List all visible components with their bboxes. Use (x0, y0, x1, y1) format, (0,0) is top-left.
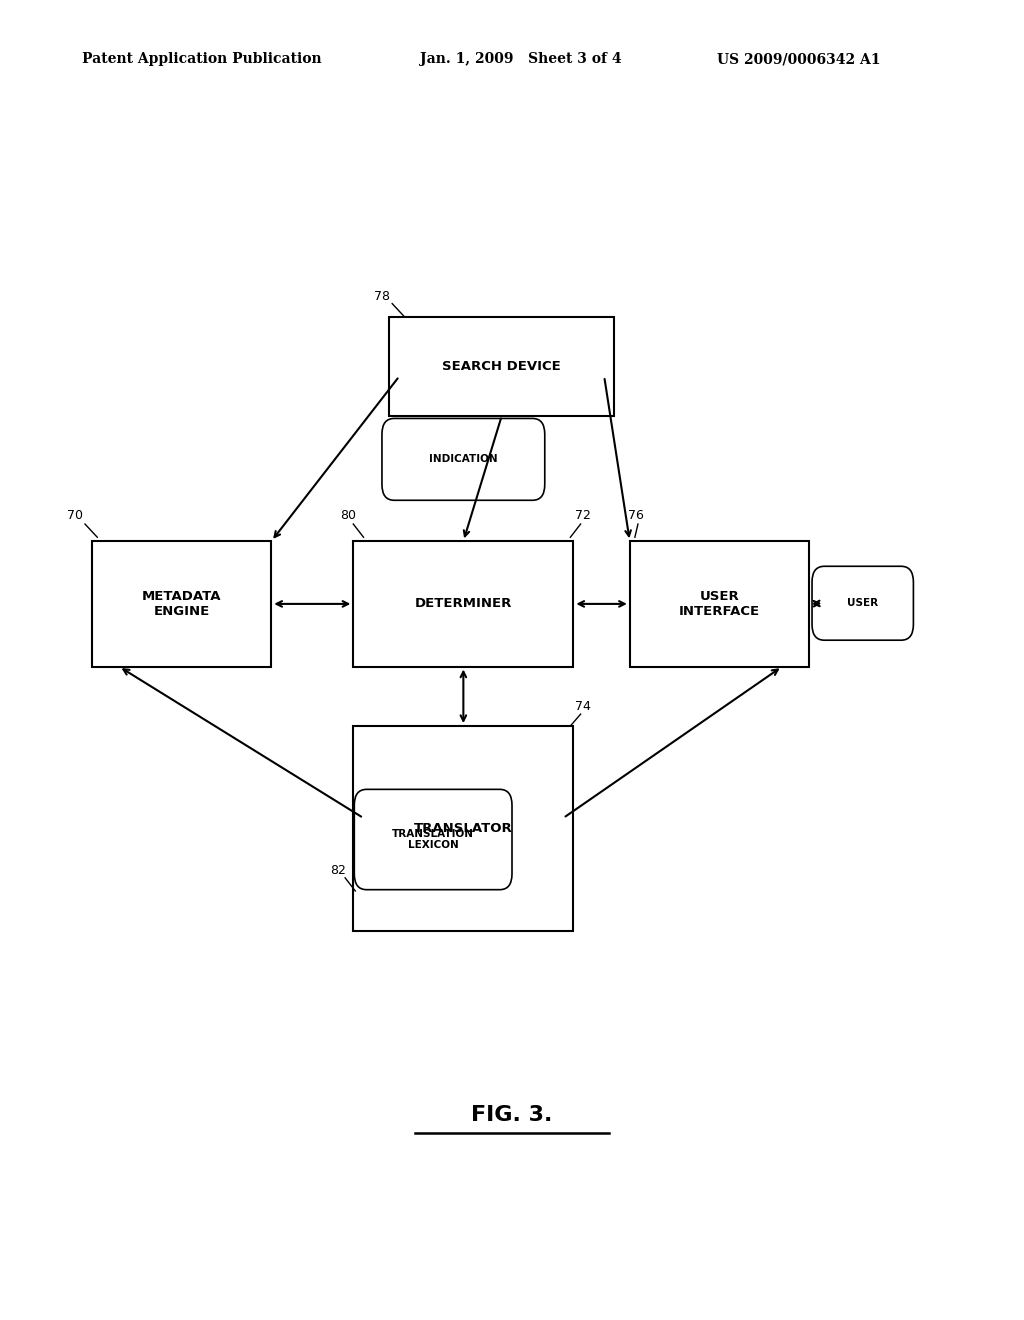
Text: INDICATION: INDICATION (429, 454, 498, 465)
Text: US 2009/0006342 A1: US 2009/0006342 A1 (717, 53, 881, 66)
Text: 82: 82 (330, 863, 346, 876)
Text: 74: 74 (575, 700, 592, 713)
Text: METADATA
ENGINE: METADATA ENGINE (142, 590, 221, 618)
Text: TRANSLATOR: TRANSLATOR (414, 822, 513, 834)
Text: Patent Application Publication: Patent Application Publication (82, 53, 322, 66)
Text: 78: 78 (374, 289, 390, 302)
Text: 72: 72 (575, 508, 592, 521)
Text: FIG. 3.: FIG. 3. (471, 1105, 553, 1126)
FancyBboxPatch shape (92, 541, 271, 667)
FancyBboxPatch shape (630, 541, 809, 667)
Text: 80: 80 (340, 508, 356, 521)
FancyBboxPatch shape (353, 541, 573, 667)
FancyBboxPatch shape (389, 317, 614, 416)
Text: TRANSLATION
LEXICON: TRANSLATION LEXICON (392, 829, 474, 850)
Text: SEARCH DEVICE: SEARCH DEVICE (442, 360, 561, 372)
FancyBboxPatch shape (812, 566, 913, 640)
Text: Jan. 1, 2009   Sheet 3 of 4: Jan. 1, 2009 Sheet 3 of 4 (420, 53, 622, 66)
Text: USER: USER (847, 598, 879, 609)
Text: 70: 70 (67, 508, 83, 521)
FancyBboxPatch shape (353, 726, 573, 931)
FancyBboxPatch shape (354, 789, 512, 890)
FancyBboxPatch shape (382, 418, 545, 500)
Text: 76: 76 (628, 508, 644, 521)
Text: DETERMINER: DETERMINER (415, 598, 512, 610)
Text: USER
INTERFACE: USER INTERFACE (679, 590, 760, 618)
